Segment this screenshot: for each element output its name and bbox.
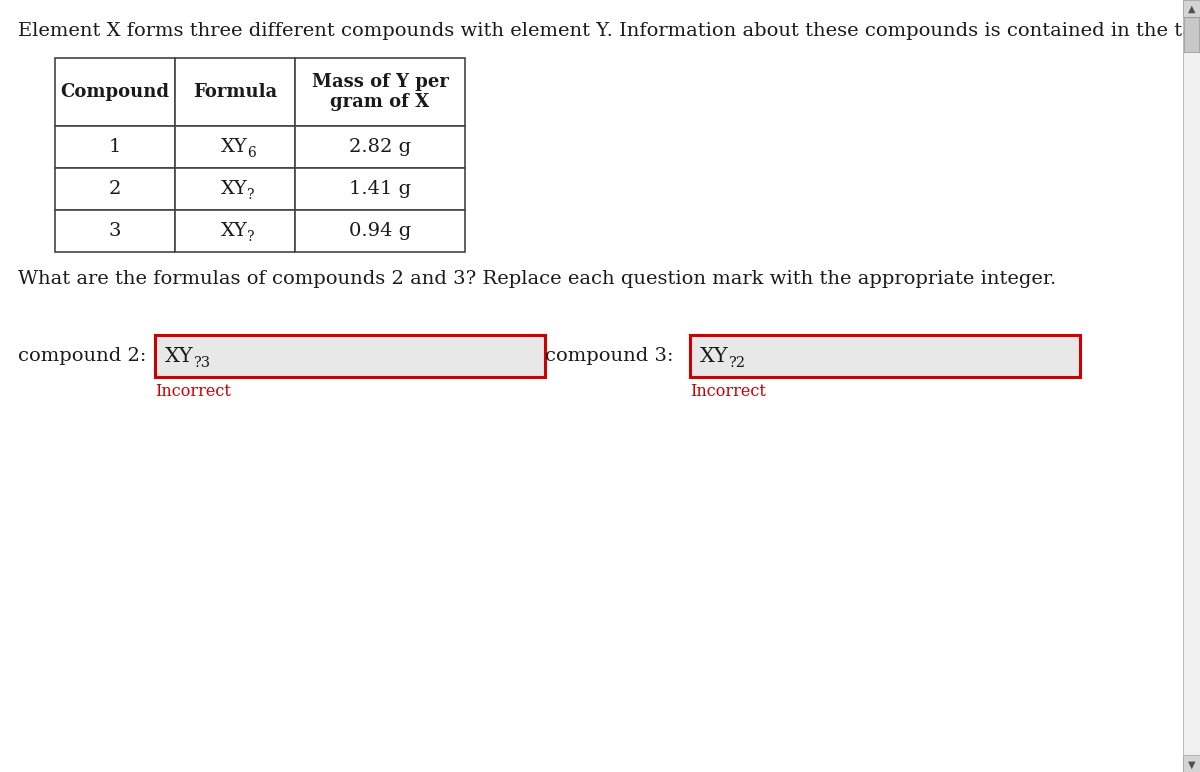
Text: XY: XY	[221, 138, 247, 156]
Text: 2: 2	[109, 180, 121, 198]
Text: ▼: ▼	[1188, 760, 1195, 770]
Text: XY: XY	[166, 347, 193, 365]
Bar	[175, 58, 295, 126]
Text: ?: ?	[247, 230, 254, 244]
Text: 2.82 g: 2.82 g	[349, 138, 412, 156]
Bar	[55, 58, 175, 126]
Text: Incorrect: Incorrect	[155, 383, 230, 400]
Text: 6: 6	[247, 146, 256, 160]
Text: compound 2:: compound 2:	[18, 347, 152, 365]
Text: XY: XY	[221, 222, 247, 240]
Text: Incorrect: Incorrect	[690, 383, 766, 400]
Bar	[1183, 0, 1200, 17]
Bar	[55, 126, 175, 168]
Bar	[55, 210, 175, 252]
Text: Element X forms three different compounds with element Y. Information about thes: Element X forms three different compound…	[18, 22, 1200, 40]
Text: ?: ?	[247, 188, 254, 202]
Text: ?3: ?3	[193, 356, 210, 370]
Text: ?2: ?2	[728, 356, 745, 370]
Bar	[1184, 17, 1199, 52]
Bar	[175, 126, 295, 168]
Text: 1: 1	[109, 138, 121, 156]
Bar	[295, 126, 466, 168]
Bar	[295, 58, 466, 126]
Bar	[1183, 0, 1200, 772]
Text: 1.41 g: 1.41 g	[349, 180, 412, 198]
Text: XY: XY	[221, 180, 247, 198]
Text: 0.94 g: 0.94 g	[349, 222, 412, 240]
Text: XY: XY	[700, 347, 728, 365]
Bar	[295, 210, 466, 252]
Bar	[175, 168, 295, 210]
Text: Mass of Y per
gram of X: Mass of Y per gram of X	[312, 73, 449, 111]
Bar	[155, 335, 545, 377]
Text: compound 3:: compound 3:	[545, 347, 679, 365]
Text: ▲: ▲	[1188, 4, 1195, 13]
Text: Compound: Compound	[60, 83, 169, 101]
Text: Formula: Formula	[193, 83, 277, 101]
Bar	[690, 335, 1080, 377]
Bar	[175, 210, 295, 252]
Bar	[295, 168, 466, 210]
Bar	[55, 168, 175, 210]
Text: What are the formulas of compounds 2 and 3? Replace each question mark with the : What are the formulas of compounds 2 and…	[18, 270, 1056, 288]
Text: 3: 3	[109, 222, 121, 240]
Bar	[1183, 755, 1200, 772]
